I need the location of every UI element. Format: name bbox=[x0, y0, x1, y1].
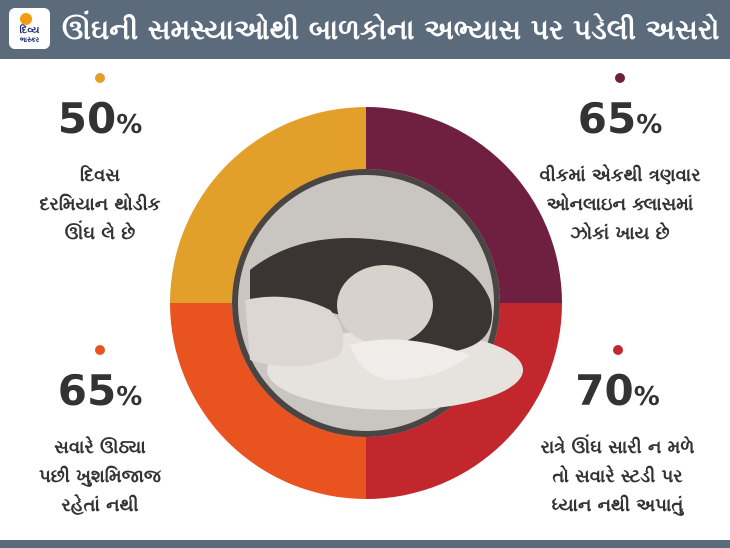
stat-description: દિવસ દરમિયાન થોડીક ઊંઘ લે છે bbox=[39, 165, 161, 244]
gold-dot-icon bbox=[95, 73, 105, 83]
stat-bottom-left: 65% સવારે ઊઠ્યા પછી ખુશમિજાજ રહેતાં નથી bbox=[5, 345, 195, 520]
stat-percent: 50% bbox=[57, 94, 143, 143]
donut-segment-3 bbox=[170, 303, 366, 499]
maroon-dot-icon bbox=[615, 73, 625, 83]
stat-description: સવારે ઊઠ્યા પછી ખુશમિજાજ રહેતાં નથી bbox=[39, 437, 161, 516]
page-title: ઊંઘની સમસ્યાઓથી બાળકોના અભ્યાસ પર પડેલી … bbox=[62, 13, 720, 46]
red-dot-icon bbox=[612, 345, 623, 355]
stat-percent: 65% bbox=[577, 94, 663, 143]
stat-description: વીકમાં એકથી ત્રણવાર ઓનલાઇન ક્લાસમાં ઝોકા… bbox=[539, 165, 701, 244]
stat-percent: 70% bbox=[575, 366, 660, 415]
logo-sun-icon bbox=[20, 13, 32, 25]
stat-percent: 65% bbox=[57, 366, 143, 415]
header-bar: દિવ્ય ભાસ્કર ઊંઘની સમસ્યાઓથી બાળકોના અભ્… bbox=[0, 0, 730, 59]
stat-top-left: 50% દિવસ દરમિયાન થોડીક ઊંઘ લે છે bbox=[5, 73, 195, 248]
logo-text-bottom: ભાસ્કર bbox=[19, 35, 40, 44]
orange-dot-icon bbox=[95, 345, 105, 355]
stat-top-right: 65% વીકમાં એકથી ત્રણવાર ઓનલાઇન ક્લાસમાં … bbox=[515, 73, 725, 248]
stat-description: રાત્રે ઊંઘ સારી ન મળે તો સવારે સ્ટડી પર … bbox=[540, 437, 695, 516]
stat-bottom-right: 70% રાત્રે ઊંઘ સારી ન મળે તો સવારે સ્ટડી… bbox=[510, 345, 725, 520]
donut-segment-1 bbox=[366, 107, 562, 303]
photo-illustration bbox=[245, 238, 523, 410]
donut-segment-0 bbox=[170, 107, 366, 303]
footer-bar bbox=[0, 540, 730, 548]
logo-text-top: દિવ્ય bbox=[19, 24, 40, 36]
divya-bhaskar-logo: દિવ્ય ભાસ્કર bbox=[9, 8, 50, 49]
